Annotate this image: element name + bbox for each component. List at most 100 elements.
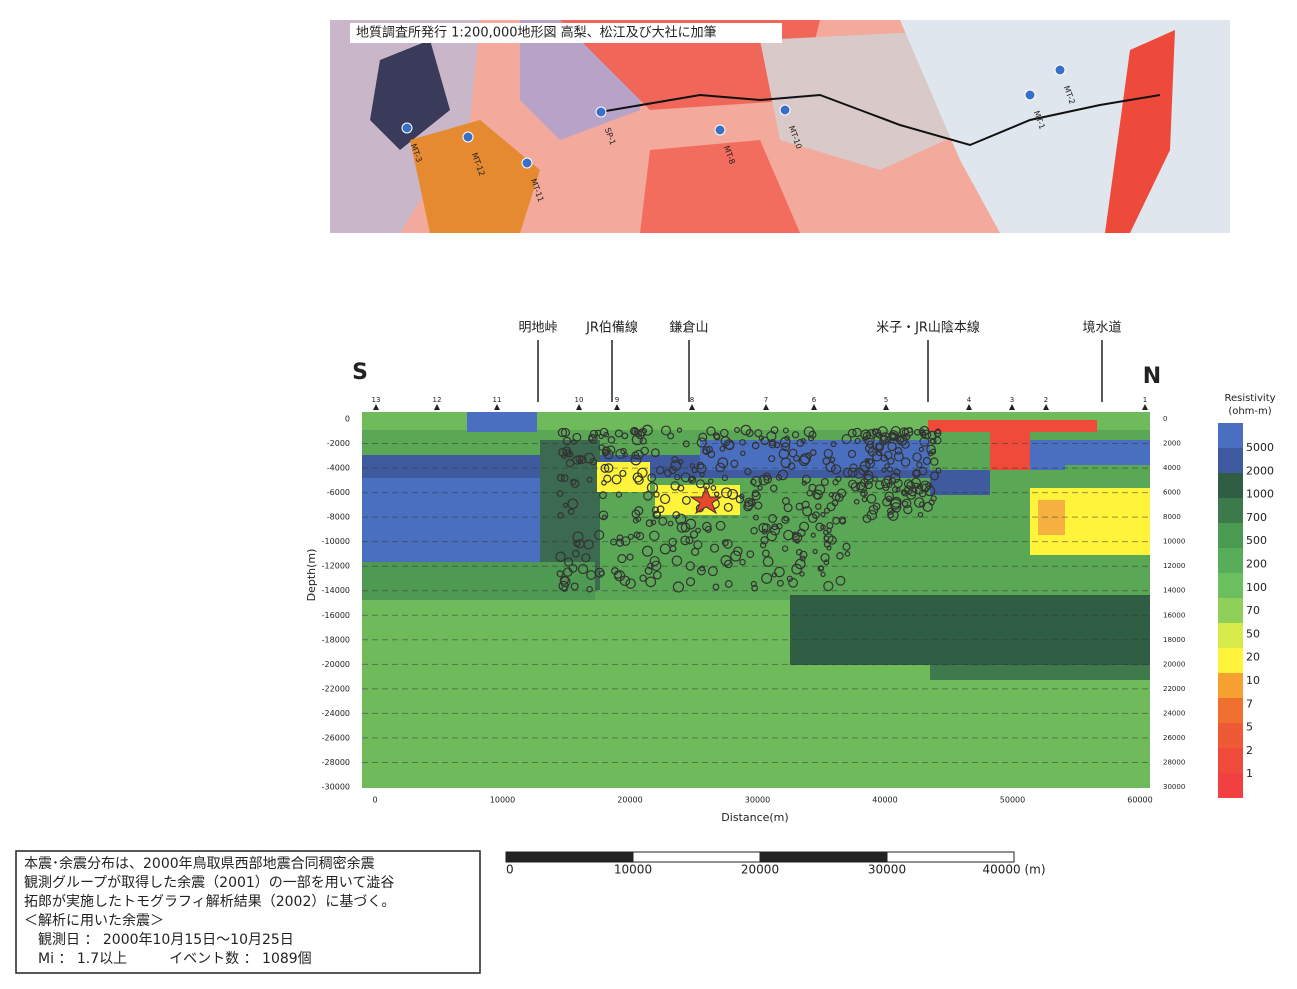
aftershock: [774, 566, 785, 578]
aftershock: [751, 489, 760, 498]
aftershock: [570, 478, 577, 485]
aftershock: [564, 557, 574, 567]
aftershock: [799, 521, 810, 532]
landmark-label: 明地峠: [518, 321, 557, 336]
aftershock: [589, 457, 598, 466]
x-tick-label: 40000: [872, 796, 897, 805]
aftershock: [759, 542, 767, 549]
aftershock: [714, 491, 720, 497]
aftershock: [906, 480, 916, 490]
aftershock: [639, 437, 647, 445]
aftershock: [681, 495, 691, 505]
aftershock: [757, 485, 763, 491]
aftershock: [913, 497, 925, 508]
aftershock: [929, 448, 937, 455]
y2-tick-label: 8000: [1163, 513, 1181, 521]
aftershock: [630, 454, 642, 466]
aftershock: [614, 429, 623, 438]
aftershock: [645, 519, 654, 528]
aftershock: [812, 548, 818, 555]
aftershock: [649, 530, 660, 542]
scale-label: 20000: [741, 863, 779, 877]
aftershock: [709, 543, 720, 553]
aftershock: [903, 504, 913, 515]
scale-segment: [632, 851, 761, 863]
legend-label: 700: [1246, 511, 1267, 524]
resistivity-block: [362, 562, 595, 600]
aftershock: [847, 428, 857, 438]
aftershock: [715, 462, 726, 473]
legend-swatch: [1218, 548, 1243, 573]
station-triangle: [811, 404, 817, 410]
aftershock: [886, 466, 894, 473]
aftershock: [562, 446, 572, 456]
aftershock: [667, 520, 674, 527]
x-tick-label: 20000: [617, 796, 642, 805]
resistivity-block: [930, 470, 990, 495]
note-box: 本震･余震分布は、2000年鳥取県西部地震合同稠密余震観測グループが取得した余震…: [15, 850, 481, 974]
aftershock: [598, 510, 609, 521]
y2-tick-label: 12000: [1163, 562, 1185, 570]
aftershock: [746, 550, 755, 559]
x-tick-label: 30000: [745, 796, 770, 805]
aftershock: [903, 479, 914, 489]
aftershock: [867, 458, 874, 465]
y-tick-label: -22000: [322, 684, 350, 693]
x-axis-title: Distance(m): [721, 811, 788, 824]
aftershock: [812, 511, 820, 520]
aftershock: [696, 437, 707, 448]
landmark-label: 米子・JR山陰本線: [876, 320, 980, 336]
landmark-label: 境水道: [1082, 321, 1121, 336]
legend-label: 2000: [1246, 464, 1274, 477]
compass-south: S: [352, 360, 368, 385]
y-tick-label: 0: [345, 415, 350, 424]
aftershock: [619, 575, 631, 587]
aftershock: [927, 430, 937, 440]
aftershock: [850, 482, 861, 492]
aftershock: [874, 480, 885, 490]
aftershock: [562, 436, 572, 446]
aftershock: [912, 469, 921, 477]
aftershock: [820, 511, 826, 518]
aftershock: [853, 498, 860, 505]
legend-title: Resistivity: [1224, 393, 1275, 404]
aftershock: [760, 536, 769, 545]
aftershock: [698, 432, 708, 442]
y-tick-label: -20000: [322, 660, 350, 669]
aftershock: [922, 456, 931, 466]
aftershock: [766, 431, 777, 442]
aftershock: [820, 477, 829, 486]
aftershock: [727, 488, 738, 500]
aftershock: [583, 539, 594, 550]
aftershock: [788, 577, 798, 588]
aftershock: [562, 502, 569, 508]
aftershock: [781, 545, 789, 552]
station-marker: [595, 106, 607, 118]
resistivity-block: [790, 595, 1150, 665]
compass-north: N: [1143, 364, 1161, 389]
aftershock: [634, 429, 642, 438]
map-unit: [410, 120, 540, 233]
y-tick-label: -6000: [327, 488, 350, 497]
aftershock: [560, 427, 571, 438]
aftershock: [893, 468, 901, 476]
aftershock: [599, 491, 607, 500]
aftershock: [862, 514, 872, 524]
scale-label: 30000: [868, 863, 906, 877]
aftershock: [860, 491, 866, 497]
aftershock: [784, 435, 790, 441]
station-triangle: [689, 404, 695, 410]
aftershock: [601, 479, 607, 486]
y2-tick-label: 6000: [1163, 489, 1181, 497]
aftershock: [830, 441, 837, 448]
station-marker: [1054, 64, 1066, 76]
aftershock: [691, 466, 698, 474]
aftershock: [720, 487, 732, 499]
aftershock: [815, 503, 822, 510]
station-marker: [779, 104, 791, 116]
aftershock: [603, 474, 612, 483]
aftershock: [866, 493, 877, 504]
aftershock: [823, 448, 833, 459]
aftershock: [625, 578, 636, 589]
aftershock: [808, 430, 817, 439]
